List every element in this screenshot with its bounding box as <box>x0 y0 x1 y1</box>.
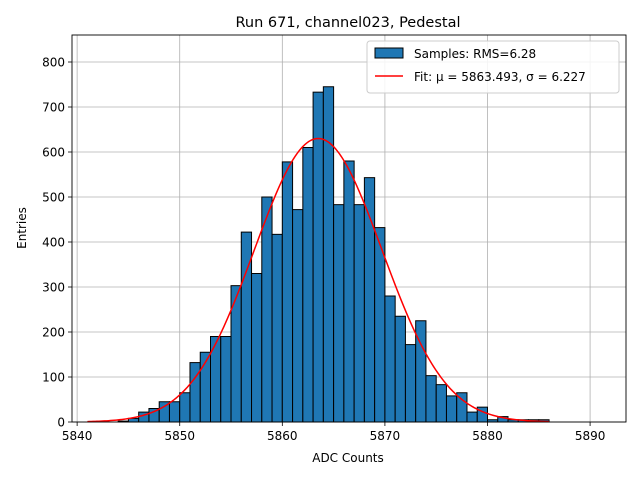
fit-curve <box>87 137 550 423</box>
legend-box <box>366 40 620 94</box>
y-tick-label: 200 <box>42 325 65 339</box>
x-tick-label: 5890 <box>575 429 606 443</box>
histogram-bar <box>374 227 386 423</box>
histogram-bar <box>322 86 335 423</box>
y-tick-label: 600 <box>42 145 65 159</box>
y-axis-label: Entries <box>15 207 29 249</box>
legend-fit-label: Fit: μ = 5863.493, σ = 6.227 <box>414 70 586 84</box>
histogram-bar <box>384 295 396 423</box>
legend-samples-label: Samples: RMS=6.28 <box>414 47 536 61</box>
histogram-bar <box>466 411 478 423</box>
x-tick-label: 5850 <box>164 429 195 443</box>
x-axis-ticks: 5840 5850 5860 5870 5880 5890 <box>62 422 606 443</box>
plot-frame <box>71 34 627 423</box>
histogram-bar <box>363 177 376 423</box>
histogram-bar <box>168 401 181 423</box>
histogram-bar <box>445 395 458 423</box>
y-tick-label: 800 <box>42 55 65 69</box>
y-tick-label: 100 <box>42 370 65 384</box>
histogram-bar <box>271 233 283 423</box>
y-tick-label: 400 <box>42 235 65 249</box>
histogram-bar <box>179 392 191 423</box>
legend: Samples: RMS=6.28 Fit: μ = 5863.493, σ =… <box>366 40 620 94</box>
histogram-bar <box>404 344 417 423</box>
x-tick-label: 5840 <box>62 429 93 443</box>
chart-title: Run 671, channel023, Pedestal <box>235 15 460 31</box>
histogram-bar <box>251 273 263 423</box>
legend-samples-swatch <box>374 47 404 59</box>
y-tick-label: 700 <box>42 100 65 114</box>
histogram-bar <box>343 160 355 423</box>
y-axis-ticks: 0 100 200 300 400 500 600 700 800 <box>42 55 72 429</box>
histogram-bar <box>292 209 304 423</box>
x-tick-label: 5880 <box>472 429 503 443</box>
histogram-bar <box>261 196 273 423</box>
y-tick-label: 500 <box>42 190 65 204</box>
histogram-bar <box>435 384 447 423</box>
histogram-bar <box>425 375 437 423</box>
histogram-bar <box>302 147 314 423</box>
y-tick-label: 0 <box>57 415 65 429</box>
x-tick-label: 5870 <box>370 429 401 443</box>
x-tick-label: 5860 <box>267 429 298 443</box>
y-tick-label: 300 <box>42 280 65 294</box>
histogram-bar <box>394 315 406 423</box>
histogram-bar <box>333 204 345 423</box>
histogram-bar <box>312 91 324 423</box>
histogram-bar <box>220 336 232 423</box>
histogram-bars <box>117 86 550 423</box>
histogram-bar <box>281 161 294 423</box>
histogram-bar <box>353 204 365 423</box>
x-axis-label: ADC Counts <box>312 451 384 465</box>
